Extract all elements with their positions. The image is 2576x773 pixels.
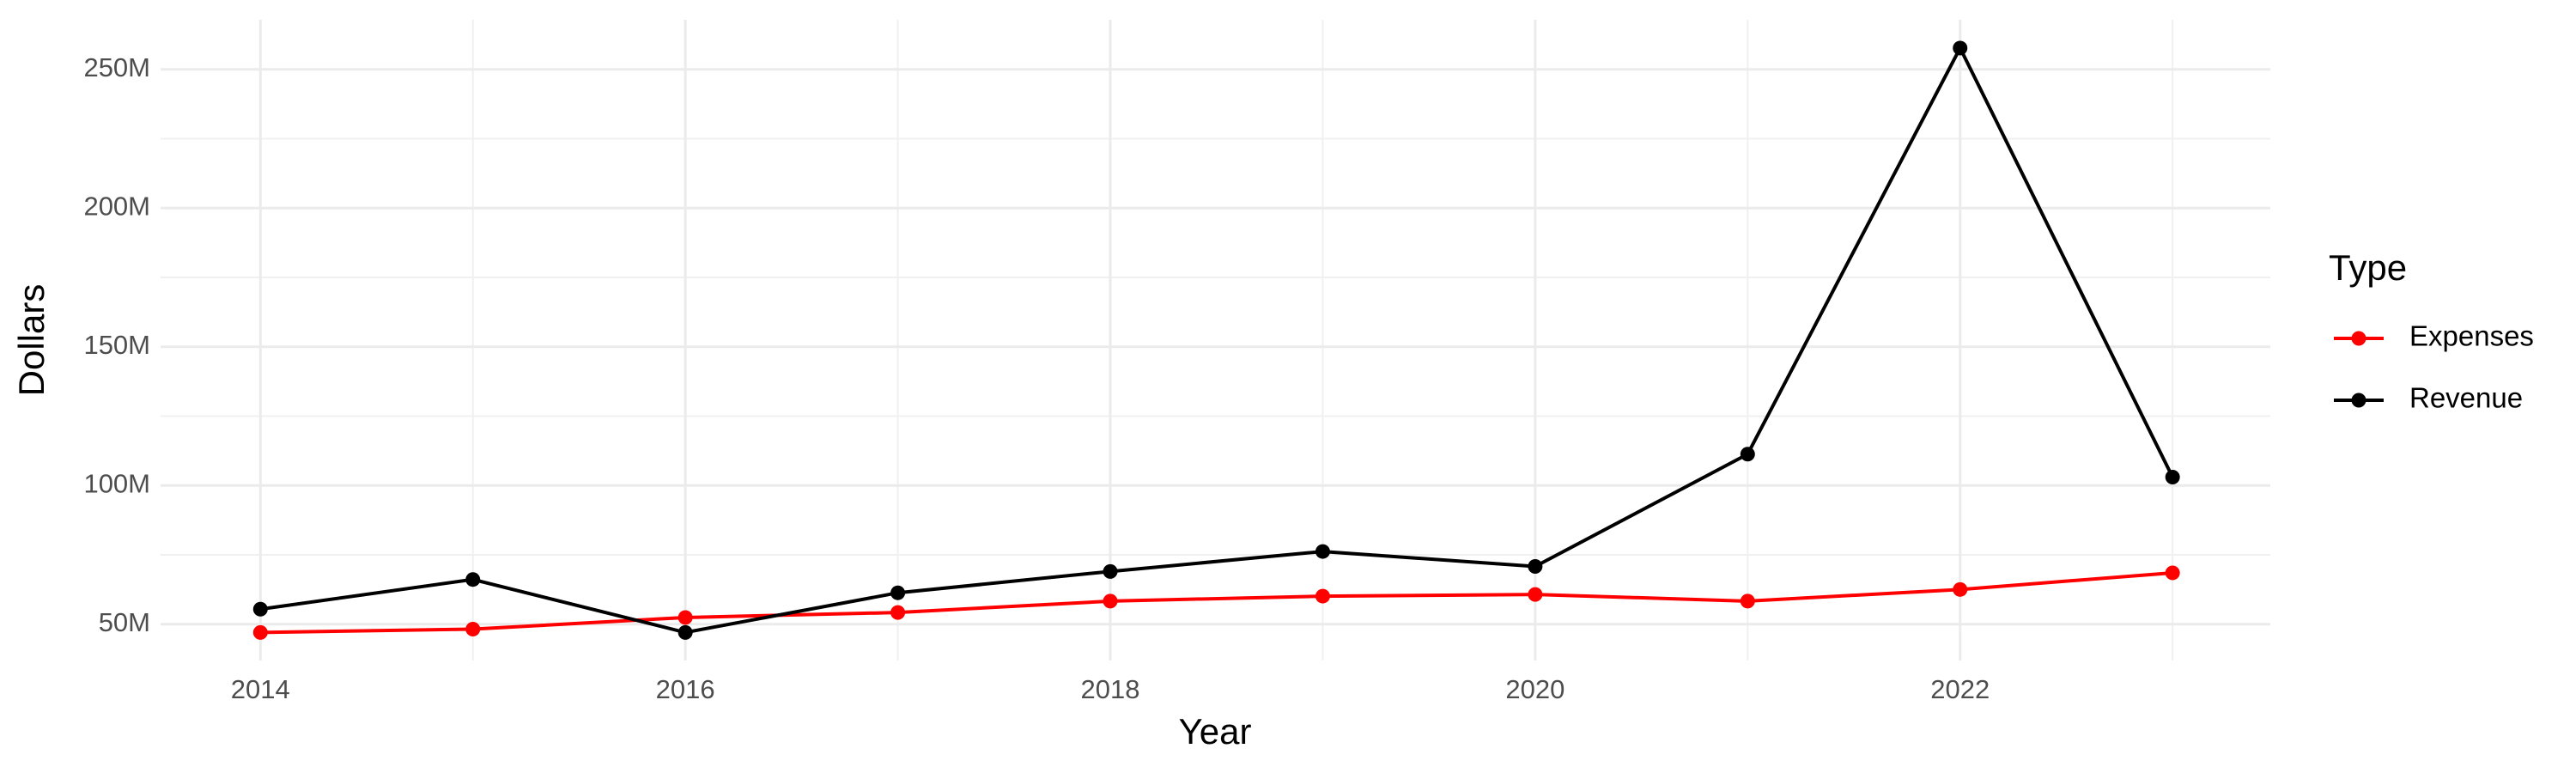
data-point: [1315, 588, 1330, 604]
data-point: [1528, 559, 1543, 575]
y-tick-label: 50M: [99, 607, 150, 637]
data-point: [1953, 40, 1968, 56]
y-tick-label: 150M: [83, 330, 150, 360]
y-axis-title: Dollars: [11, 284, 52, 397]
series-line: [260, 570, 2173, 635]
data-point: [890, 585, 906, 600]
grid: [161, 20, 2270, 660]
y-tick-label: 250M: [83, 52, 150, 82]
data-point: [465, 572, 481, 587]
x-tick-label: 2018: [1081, 674, 1140, 704]
data-point: [465, 622, 481, 637]
series-line: [260, 44, 2174, 635]
legend-title: Type: [2329, 247, 2407, 288]
legend-label: Revenue: [2409, 382, 2523, 414]
data-point: [1740, 593, 1755, 609]
data-point: [2165, 470, 2180, 485]
data-point: [677, 610, 693, 625]
x-axis-title: Year: [1179, 711, 1252, 752]
data-point: [252, 624, 268, 640]
legend-key-point: [2351, 331, 2366, 346]
x-tick-label: 2016: [656, 674, 715, 704]
data-point: [1528, 587, 1543, 602]
data-point: [890, 605, 906, 620]
x-tick-label: 2014: [231, 674, 290, 704]
legend-label: Expenses: [2409, 320, 2534, 352]
data-point: [1315, 544, 1330, 559]
data-point: [1740, 447, 1755, 462]
data-point: [252, 601, 268, 617]
y-tick-label: 200M: [83, 191, 150, 221]
data-point: [1103, 563, 1118, 579]
data-point: [1103, 593, 1118, 609]
data-point: [1953, 581, 1968, 597]
x-tick-label: 2020: [1505, 674, 1564, 704]
legend-key-point: [2351, 393, 2366, 408]
data-point: [2165, 565, 2180, 581]
y-tick-label: 100M: [83, 468, 150, 498]
series: [252, 565, 2180, 640]
series: [252, 40, 2180, 640]
data-point: [677, 624, 693, 640]
x-tick-label: 2022: [1930, 674, 1990, 704]
